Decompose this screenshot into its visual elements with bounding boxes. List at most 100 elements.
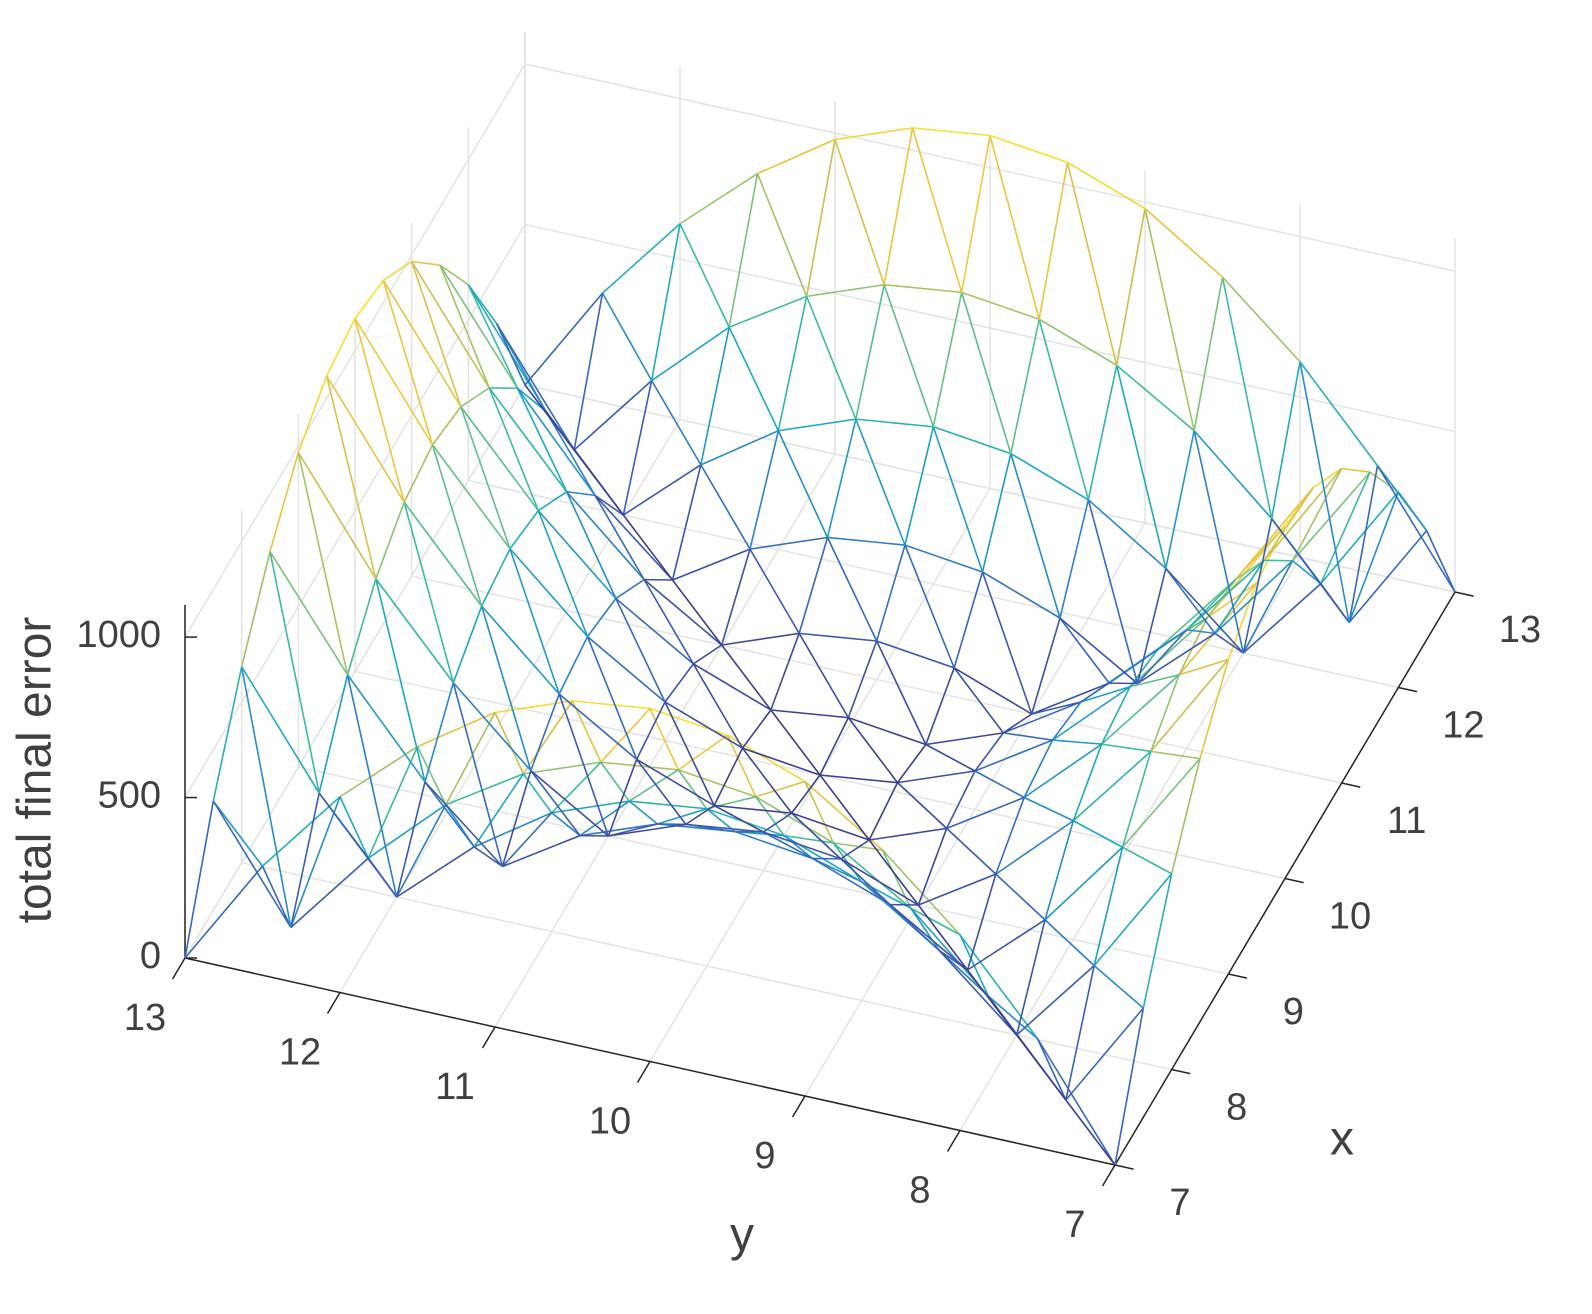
mesh-edge <box>608 759 636 836</box>
mesh-edge <box>383 280 432 444</box>
mesh-edge <box>898 783 947 829</box>
mesh-edge <box>1053 740 1102 744</box>
mesh-edge <box>1243 561 1292 653</box>
mesh-edge <box>616 580 644 599</box>
mesh-edge <box>884 285 933 427</box>
mesh-edge <box>355 319 433 445</box>
mesh-edge <box>482 606 560 694</box>
mesh-edge <box>918 874 996 905</box>
mesh-edge <box>1166 568 1215 633</box>
mesh-edge <box>327 376 405 502</box>
mesh-edge <box>1024 744 1102 797</box>
mesh-edge <box>799 633 877 641</box>
mesh-edge <box>693 645 721 664</box>
mesh-edge <box>1300 362 1349 623</box>
mesh-edge <box>722 549 750 645</box>
x-tick <box>1455 592 1474 596</box>
x-tick <box>1342 783 1361 787</box>
mesh-edge <box>1342 469 1370 473</box>
mesh-edge <box>913 128 962 292</box>
mesh-edge <box>404 445 432 502</box>
mesh-edge <box>552 762 601 813</box>
mesh-edge <box>820 775 898 783</box>
mesh-edge <box>841 859 890 905</box>
mesh-edge <box>1300 362 1378 466</box>
mesh-edge <box>1073 744 1101 821</box>
mesh-edge <box>990 136 1068 163</box>
mesh-edge <box>1081 687 1130 702</box>
mesh-edge <box>213 667 241 801</box>
mesh-edge <box>1378 466 1456 592</box>
y-tick <box>638 1062 650 1083</box>
x-axis-title: x <box>1330 1113 1354 1166</box>
y-tick <box>948 1131 960 1152</box>
mesh-edge <box>1024 797 1073 820</box>
mesh-edge <box>1102 744 1151 751</box>
y-tick-label: 13 <box>124 997 166 1039</box>
mesh-edge <box>729 327 778 431</box>
mesh-edge <box>792 775 820 813</box>
y-tick-label: 8 <box>909 1170 930 1212</box>
mesh-edge <box>263 866 291 927</box>
mesh-edge <box>828 537 877 641</box>
mesh-edge <box>962 292 1039 319</box>
mesh-edge <box>1088 365 1116 499</box>
mesh-edge <box>376 502 404 579</box>
mesh-edge <box>778 296 806 430</box>
mesh-edge <box>884 285 962 293</box>
mesh-edge <box>771 633 799 710</box>
mesh-edge <box>510 511 538 549</box>
mesh-edge <box>588 637 637 760</box>
mesh-edge <box>835 140 884 285</box>
mesh-edge <box>835 128 913 140</box>
mesh-edge <box>538 511 616 599</box>
y-tick-label: 10 <box>589 1101 631 1143</box>
mesh-edge <box>1272 362 1300 519</box>
mesh-edge <box>962 292 1011 453</box>
mesh-edge <box>807 140 835 297</box>
mesh-edge <box>595 495 644 579</box>
mesh-edge <box>954 668 1031 714</box>
mesh-edge <box>848 718 897 783</box>
mesh-edge <box>629 801 707 809</box>
mesh-edge <box>510 549 588 637</box>
mesh-edge <box>714 748 742 805</box>
y-tick <box>793 1096 805 1117</box>
mesh-edge <box>1194 431 1243 653</box>
mesh-edge <box>1024 740 1052 797</box>
y-tick-label: 7 <box>1064 1204 1085 1246</box>
mesh-edge <box>1017 920 1045 1035</box>
mesh-edge <box>453 606 481 683</box>
x-tick <box>1228 974 1247 978</box>
mesh-edge <box>588 598 616 636</box>
x-tick-label: 7 <box>1169 1182 1190 1224</box>
mesh-edge <box>680 224 729 328</box>
mesh-edge <box>603 224 681 293</box>
mesh-edge <box>968 920 1046 970</box>
mesh-edge <box>531 771 580 836</box>
x-tick-label: 10 <box>1329 896 1371 938</box>
mesh-edge <box>1045 847 1123 920</box>
mesh-edge <box>750 537 828 549</box>
mesh-edge <box>905 545 954 668</box>
mesh-edge <box>461 407 538 511</box>
mesh-edge <box>523 762 601 774</box>
mesh-edge <box>559 637 587 694</box>
mesh-edge <box>574 293 602 450</box>
mesh-edge <box>758 140 836 174</box>
mesh-edge <box>678 770 706 809</box>
mesh-edge <box>327 376 376 579</box>
mesh-edge <box>665 664 693 702</box>
mesh-edge <box>1060 618 1138 683</box>
mesh-edge <box>601 762 629 801</box>
mesh-edge <box>743 710 771 748</box>
mesh-edge <box>1068 162 1117 365</box>
mesh-edge <box>567 492 595 496</box>
mesh-edge <box>616 598 665 702</box>
mesh-edge <box>1200 660 1228 759</box>
mesh-edge <box>884 128 912 285</box>
x-tick-label: 13 <box>1499 609 1541 651</box>
mesh-edge <box>898 771 976 783</box>
mesh-edge <box>918 828 946 905</box>
